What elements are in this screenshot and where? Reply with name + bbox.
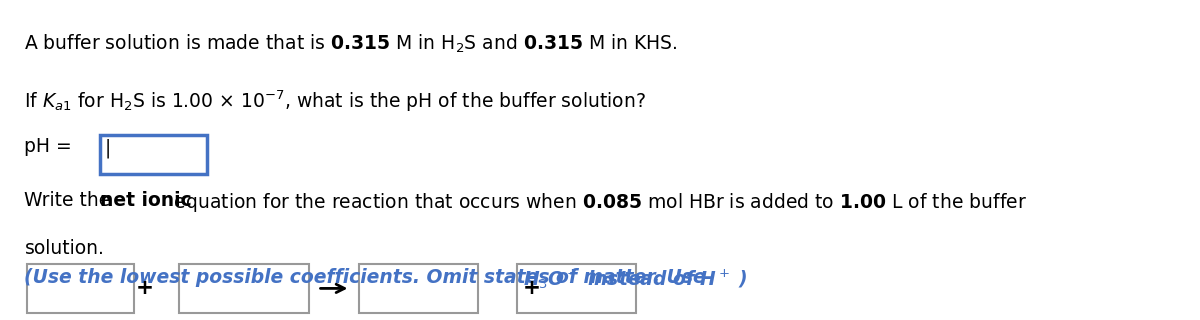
Text: +: + <box>136 278 154 299</box>
Text: |: | <box>104 138 110 158</box>
Text: +: + <box>523 278 541 299</box>
Text: Write the: Write the <box>24 191 116 210</box>
Text: equation for the reaction that occurs when $\mathbf{0.085}$ mol HBr is added to : equation for the reaction that occurs wh… <box>168 191 1027 214</box>
FancyBboxPatch shape <box>359 264 478 313</box>
FancyBboxPatch shape <box>26 264 134 313</box>
FancyBboxPatch shape <box>517 264 636 313</box>
Text: (Use the lowest possible coefficients. Omit states of matter. Use: (Use the lowest possible coefficients. O… <box>24 268 713 286</box>
Text: H$_3$O$^+$ instead of H$^+$ ): H$_3$O$^+$ instead of H$^+$ ) <box>523 268 748 291</box>
Text: If $\mathit{K}_{\mathit{a1}}$ for H$_2$S is 1.00 $\times$ 10$^{-7}$, what is the: If $\mathit{K}_{\mathit{a1}}$ for H$_2$S… <box>24 88 647 114</box>
Text: net ionic: net ionic <box>100 191 192 210</box>
FancyBboxPatch shape <box>100 135 208 174</box>
FancyBboxPatch shape <box>179 264 308 313</box>
Text: solution.: solution. <box>24 239 104 259</box>
Text: A buffer solution is made that is $\mathbf{0.315}$ M in H$_2$S and $\mathbf{0.31: A buffer solution is made that is $\math… <box>24 32 678 54</box>
Text: pH =: pH = <box>24 137 78 156</box>
